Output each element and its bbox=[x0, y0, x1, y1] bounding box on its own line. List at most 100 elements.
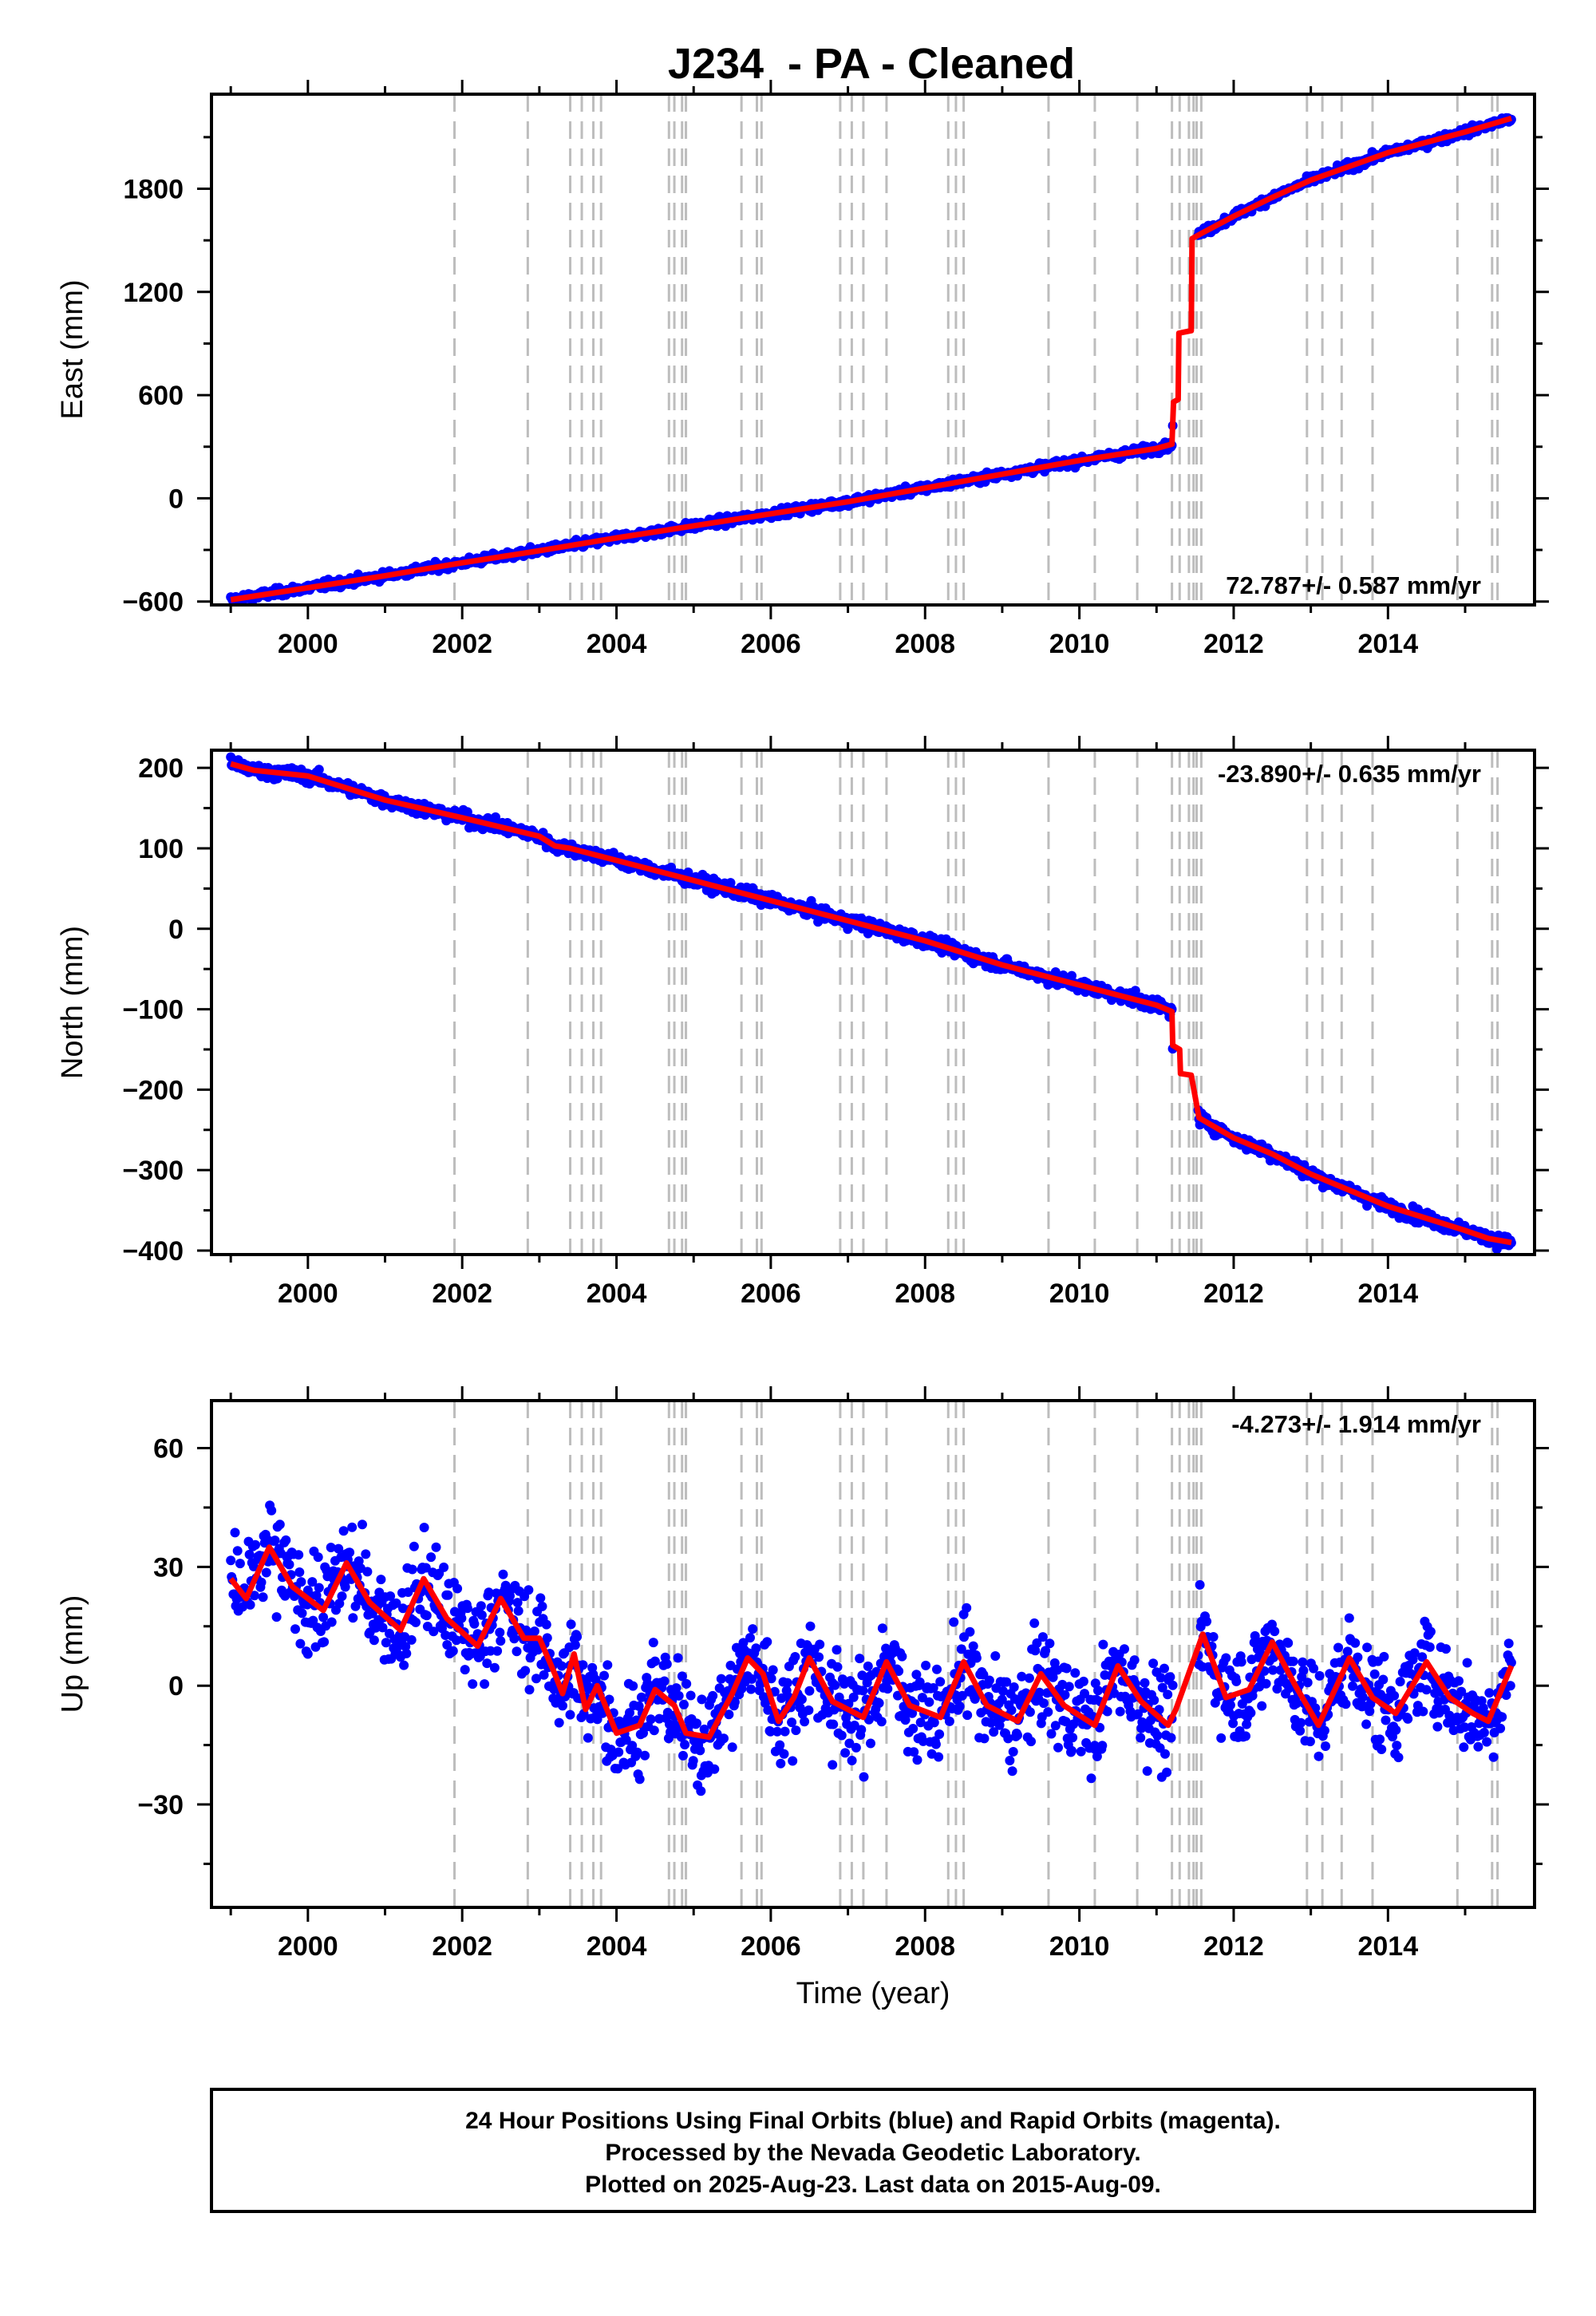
y-tick-label: 0 bbox=[168, 484, 184, 514]
data-point bbox=[1050, 1721, 1061, 1731]
x-tick-label: 2006 bbox=[741, 629, 801, 659]
data-point bbox=[334, 1599, 345, 1609]
data-point bbox=[452, 1583, 463, 1594]
data-point bbox=[1261, 1678, 1271, 1689]
panels-group: 2000 2002 2004 2006 2008 2010 2012 2014−6000600… bbox=[56, 80, 1549, 2010]
data-point bbox=[1344, 1613, 1354, 1623]
data-point bbox=[1362, 1642, 1373, 1653]
data-point bbox=[998, 1686, 1008, 1696]
data-point bbox=[1068, 1733, 1078, 1743]
data-point bbox=[1115, 1706, 1125, 1717]
data-point bbox=[912, 1755, 922, 1765]
data-point bbox=[1001, 1677, 1012, 1687]
data-point bbox=[1361, 1719, 1372, 1729]
y-axis-title: North (mm) bbox=[56, 926, 89, 1079]
data-point bbox=[456, 1613, 467, 1623]
data-point bbox=[1026, 1737, 1036, 1747]
data-point bbox=[1236, 1657, 1246, 1667]
data-point bbox=[1270, 1626, 1280, 1637]
data-point bbox=[971, 1653, 982, 1663]
data-point bbox=[1403, 1713, 1413, 1724]
data-point bbox=[267, 1505, 277, 1516]
data-point bbox=[646, 1714, 656, 1725]
data-point bbox=[1314, 1670, 1325, 1681]
data-point bbox=[1309, 1663, 1319, 1674]
data-point bbox=[876, 1717, 887, 1727]
y-tick-label: −600 bbox=[122, 587, 184, 618]
data-point bbox=[542, 1633, 552, 1643]
data-point bbox=[894, 1666, 904, 1676]
data-point bbox=[634, 1774, 645, 1784]
data-point bbox=[699, 1724, 709, 1734]
data-point bbox=[1478, 1703, 1488, 1713]
data-point bbox=[828, 1719, 839, 1729]
data-point bbox=[1006, 1705, 1017, 1715]
data-point bbox=[1067, 970, 1077, 981]
data-point bbox=[531, 1674, 541, 1684]
data-point bbox=[917, 1693, 927, 1703]
data-point bbox=[1086, 1773, 1096, 1784]
data-point-outlier bbox=[958, 1609, 969, 1619]
data-point bbox=[421, 1563, 431, 1573]
data-point bbox=[570, 1640, 580, 1650]
data-point bbox=[627, 1741, 638, 1751]
data-point bbox=[1149, 1695, 1159, 1705]
data-point bbox=[256, 1577, 267, 1587]
x-tick-label: 2010 bbox=[1049, 629, 1110, 659]
data-point bbox=[537, 1601, 547, 1611]
data-point bbox=[716, 1674, 726, 1684]
data-point bbox=[556, 1661, 567, 1671]
data-point bbox=[909, 1747, 919, 1757]
data-point bbox=[804, 1686, 815, 1696]
data-point bbox=[296, 1577, 306, 1587]
data-point bbox=[1032, 1638, 1042, 1648]
data-point bbox=[863, 1714, 874, 1725]
panel-north: 2000 2002 2004 2006 2008 2010 2012 2014−400−300… bbox=[56, 736, 1549, 1309]
data-point bbox=[245, 1599, 255, 1610]
data-point bbox=[419, 1523, 429, 1532]
data-point bbox=[566, 1619, 576, 1630]
data-point bbox=[261, 1567, 271, 1578]
event-lines bbox=[453, 1401, 1499, 1907]
data-point bbox=[863, 1661, 873, 1671]
data-point bbox=[297, 1608, 307, 1618]
panel-frame bbox=[210, 1399, 1536, 1909]
y-tick-label: −400 bbox=[122, 1236, 184, 1267]
data-point bbox=[1092, 1751, 1102, 1761]
data-point bbox=[249, 1591, 259, 1601]
data-point bbox=[897, 1651, 907, 1662]
panel-up: 2000 2002 2004 2006 2008 2010 2012 2014−3003060… bbox=[56, 1386, 1549, 2010]
data-point bbox=[1202, 1616, 1212, 1626]
data-point bbox=[782, 1678, 792, 1688]
data-point bbox=[1067, 1745, 1077, 1756]
data-point bbox=[1159, 1663, 1169, 1674]
data-point bbox=[251, 1539, 260, 1550]
x-tick-label: 2014 bbox=[1357, 629, 1418, 659]
y-tick-label: 0 bbox=[168, 915, 184, 945]
data-point bbox=[766, 1674, 776, 1684]
data-point bbox=[719, 1733, 729, 1744]
data-point bbox=[1302, 1678, 1313, 1688]
data-point bbox=[790, 1652, 800, 1662]
data-point-outlier bbox=[696, 1770, 706, 1780]
data-point bbox=[1444, 1710, 1455, 1721]
data-point bbox=[480, 1679, 490, 1690]
data-point bbox=[572, 1631, 583, 1642]
data-point bbox=[614, 1747, 624, 1757]
data-point bbox=[1037, 1632, 1048, 1642]
data-point bbox=[1497, 1712, 1507, 1722]
data-point bbox=[1148, 1658, 1159, 1669]
data-point bbox=[692, 1718, 701, 1729]
data-point bbox=[832, 1645, 842, 1655]
data-point bbox=[776, 1758, 786, 1769]
data-point bbox=[491, 812, 500, 822]
x-tick-label: 2010 bbox=[1049, 1931, 1110, 1962]
data-point bbox=[1142, 1766, 1152, 1777]
data-point bbox=[1418, 1706, 1428, 1717]
data-point bbox=[1160, 1749, 1170, 1759]
data-point bbox=[1043, 1707, 1053, 1717]
data-point bbox=[697, 1694, 707, 1705]
data-point bbox=[1241, 1731, 1250, 1741]
data-point bbox=[1157, 1682, 1167, 1693]
x-tick-label: 2012 bbox=[1203, 1931, 1264, 1962]
